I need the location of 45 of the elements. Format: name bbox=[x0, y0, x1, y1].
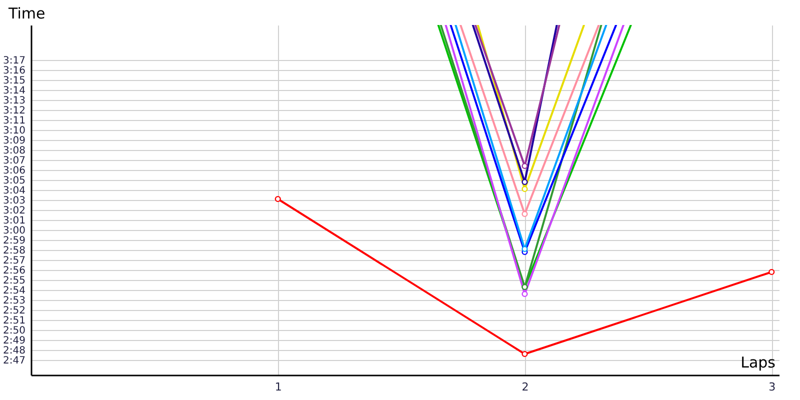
x-tick-label: 1 bbox=[274, 380, 282, 394]
y-tick-label: 2:50 bbox=[3, 326, 26, 336]
y-tick-label: 3:17 bbox=[3, 56, 26, 66]
y-tick-label: 2:53 bbox=[3, 296, 26, 306]
y-tick-label: 2:48 bbox=[3, 346, 26, 356]
y-tick-label: 2:54 bbox=[3, 286, 26, 296]
y-tick-label: 3:14 bbox=[3, 86, 26, 96]
y-tick-label: 2:57 bbox=[3, 256, 26, 266]
y-tick-label: 3:00 bbox=[3, 226, 26, 236]
x-axis-title: Laps bbox=[740, 354, 776, 372]
y-tick-label: 2:55 bbox=[3, 276, 26, 286]
y-tick-label: 2:56 bbox=[3, 266, 26, 276]
point bbox=[768, 268, 775, 276]
point bbox=[274, 196, 281, 202]
y-tick-label: 3:16 bbox=[3, 66, 26, 76]
point bbox=[522, 350, 528, 358]
y-axis-title: Time bbox=[8, 4, 46, 22]
y-tick-label: 3:05 bbox=[3, 176, 26, 186]
y-tick-label: 3:10 bbox=[3, 126, 26, 136]
x-tick-label: 3 bbox=[768, 380, 776, 394]
y-tick-label: 2:47 bbox=[3, 356, 26, 366]
y-tick-label: 2:51 bbox=[3, 316, 26, 326]
x-tick-label: 2 bbox=[522, 380, 529, 394]
y-tick-label: 3:01 bbox=[3, 216, 26, 226]
point bbox=[522, 246, 528, 252]
point bbox=[522, 178, 528, 186]
y-tick-label: 3:02 bbox=[3, 206, 26, 216]
y-tick-label: 3:13 bbox=[3, 96, 26, 106]
point bbox=[522, 210, 528, 218]
y-tick-label: 2:58 bbox=[3, 246, 26, 256]
y-tick-label: 3:11 bbox=[3, 116, 26, 126]
y-tick-label: 2:59 bbox=[3, 236, 26, 246]
y-tick-label: 3:07 bbox=[3, 156, 26, 166]
y-tick-label: 2:49 bbox=[3, 336, 26, 346]
y-tick-label: 2:52 bbox=[3, 306, 26, 316]
y-tick-label: 3:12 bbox=[3, 106, 26, 116]
y-tick-label: 3:04 bbox=[3, 186, 26, 196]
y-tick-label: 3:06 bbox=[3, 166, 26, 176]
y-tick-label: 3:03 bbox=[3, 196, 26, 206]
point bbox=[522, 186, 528, 192]
point bbox=[522, 290, 528, 298]
y-tick-label: 3:15 bbox=[3, 76, 26, 86]
y-tick-label: 3:09 bbox=[3, 136, 26, 146]
point bbox=[522, 162, 528, 170]
y-tick-label: 3:08 bbox=[3, 146, 26, 156]
